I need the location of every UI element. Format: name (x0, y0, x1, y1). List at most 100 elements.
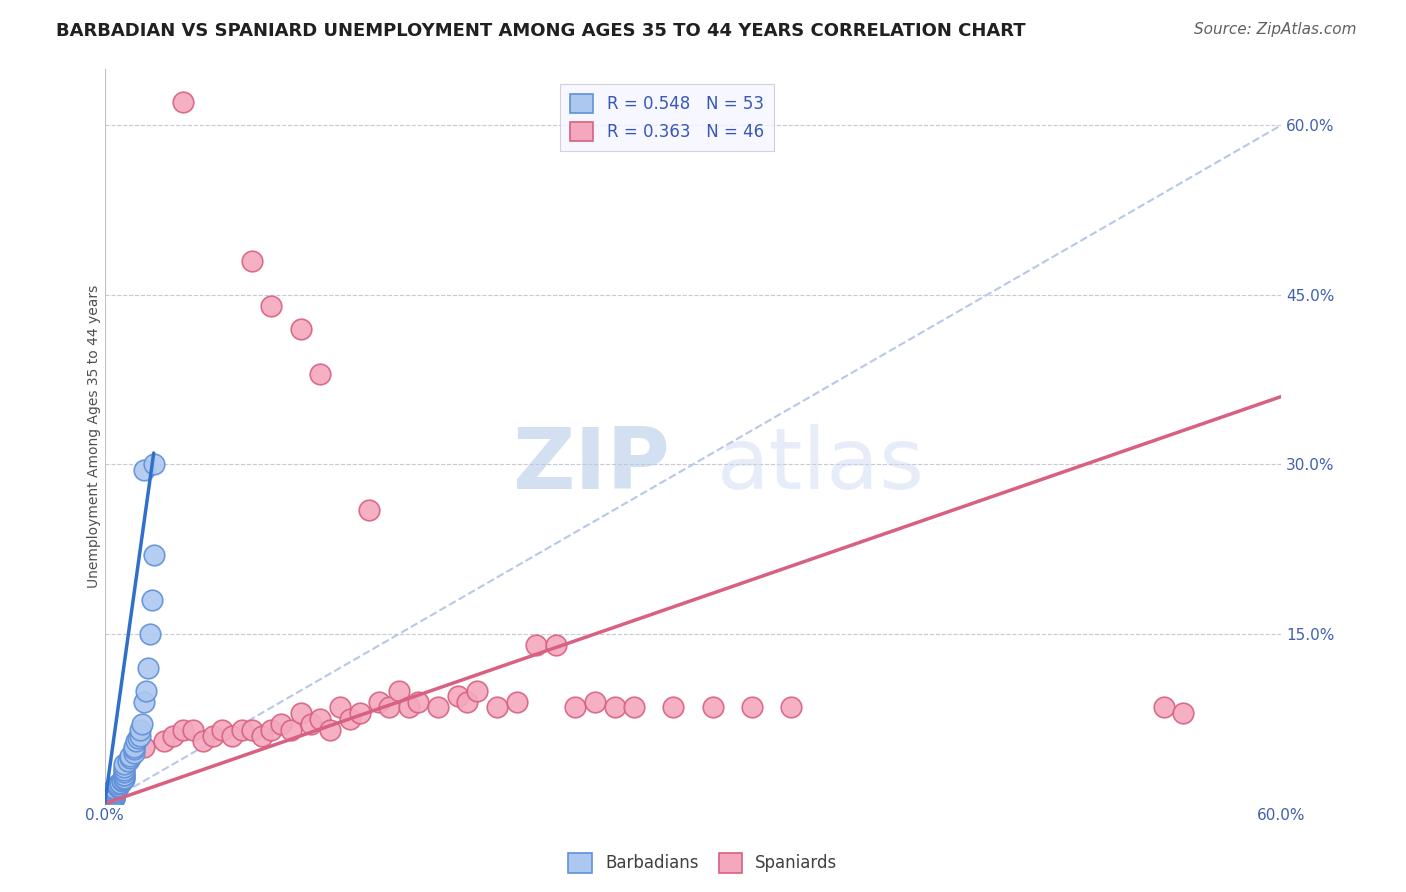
Point (112, 760, 135, 774)
Point (103, 791, 125, 805)
Point (107, 777, 129, 791)
Point (111, 774, 134, 789)
Point (112, 757, 135, 772)
Point (603, 700, 626, 714)
Text: ZIP: ZIP (512, 424, 669, 507)
Point (583, 695, 606, 709)
Text: atlas: atlas (717, 424, 925, 507)
Point (127, 731, 149, 745)
Point (231, 723, 253, 738)
Point (319, 723, 342, 738)
Point (120, 751, 142, 765)
Point (103, 785, 125, 799)
Point (103, 785, 125, 799)
Point (103, 789, 125, 803)
Point (136, 661, 159, 675)
Point (250, 729, 273, 743)
Point (260, 723, 283, 738)
Point (1153, 700, 1175, 714)
Point (221, 729, 243, 743)
Point (107, 780, 129, 794)
Point (172, 95, 194, 110)
Point (368, 695, 391, 709)
Point (135, 683, 157, 698)
Point (131, 717, 153, 731)
Point (349, 706, 371, 720)
Point (107, 780, 129, 794)
Point (120, 749, 142, 764)
Point (103, 791, 125, 805)
Point (142, 458, 165, 472)
Point (240, 723, 263, 738)
Point (457, 695, 479, 709)
Point (139, 627, 162, 641)
Point (339, 712, 361, 726)
Point (172, 723, 194, 738)
Point (103, 791, 125, 805)
Point (398, 700, 420, 714)
Point (181, 723, 204, 738)
Point (201, 729, 224, 743)
Point (191, 734, 214, 748)
Point (103, 785, 125, 799)
Point (107, 779, 129, 793)
Point (110, 776, 132, 790)
Point (240, 253, 263, 268)
Point (427, 700, 450, 714)
Point (112, 768, 135, 782)
Point (132, 463, 155, 477)
Point (103, 788, 125, 802)
Point (1173, 706, 1195, 720)
Point (447, 689, 470, 703)
Point (260, 299, 283, 313)
Point (122, 742, 145, 756)
Point (280, 723, 302, 738)
Point (103, 791, 125, 805)
Point (290, 321, 312, 335)
Legend: Barbadians, Spaniards: Barbadians, Spaniards (562, 847, 844, 880)
Point (112, 771, 135, 785)
Point (117, 754, 139, 768)
Legend: R = 0.548   N = 53, R = 0.363   N = 46: R = 0.548 N = 53, R = 0.363 N = 46 (560, 84, 773, 151)
Point (111, 772, 134, 787)
Text: Source: ZipAtlas.com: Source: ZipAtlas.com (1194, 22, 1357, 37)
Point (702, 700, 724, 714)
Point (103, 783, 125, 797)
Point (485, 700, 508, 714)
Point (741, 700, 763, 714)
Point (465, 683, 488, 698)
Point (408, 695, 430, 709)
Point (132, 695, 155, 709)
Point (780, 700, 803, 714)
Point (112, 764, 135, 779)
Point (112, 768, 135, 782)
Point (524, 638, 547, 652)
Point (309, 712, 332, 726)
Point (103, 780, 125, 795)
Point (299, 717, 322, 731)
Point (112, 763, 135, 777)
Point (270, 717, 292, 731)
Point (290, 706, 312, 720)
Point (129, 729, 152, 743)
Point (112, 772, 135, 786)
Point (378, 700, 401, 714)
Point (103, 789, 125, 804)
Point (623, 700, 645, 714)
Point (162, 729, 184, 743)
Point (329, 700, 352, 714)
Point (122, 740, 145, 755)
Point (122, 746, 145, 760)
Point (141, 593, 163, 607)
Point (132, 740, 155, 755)
Point (662, 700, 685, 714)
Point (103, 787, 125, 801)
Point (103, 788, 125, 802)
Point (103, 785, 125, 799)
Point (142, 548, 165, 562)
Point (211, 723, 233, 738)
Point (103, 781, 125, 796)
Point (125, 734, 148, 748)
Point (544, 638, 567, 652)
Point (564, 700, 586, 714)
